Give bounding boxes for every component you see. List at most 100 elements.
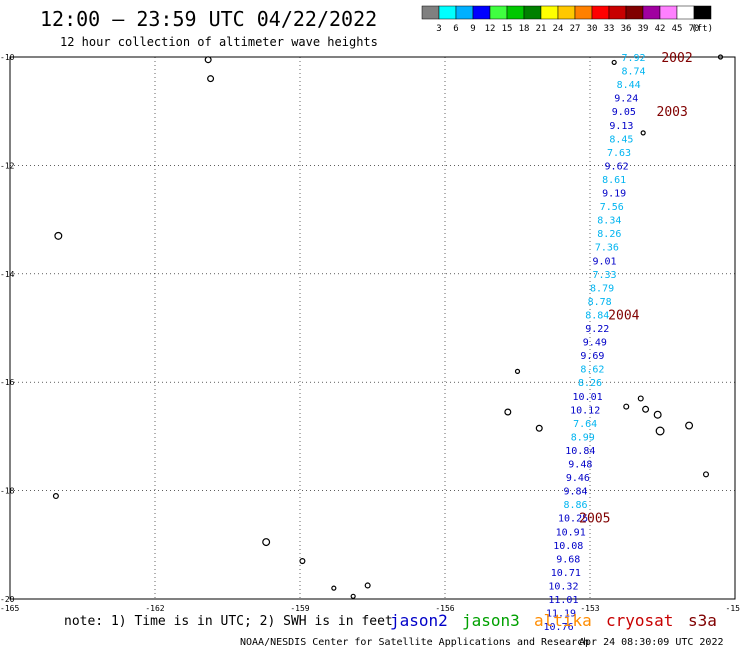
wave-height-label: 10.01: [573, 392, 603, 403]
wave-height-label: 10.71: [551, 568, 581, 579]
island-outline: [535, 424, 543, 432]
wave-height-label: 9.05: [612, 107, 636, 118]
mission-label-jason2: jason2: [390, 611, 448, 630]
color-scale-labels: 3 6 9 12 15 18 21 24 27 30 33 36 39 42 45 70(ft): [436, 24, 713, 34]
wave-height-label: 8.34: [597, 216, 621, 227]
x-tick-label: -159: [290, 604, 309, 613]
island-outline: [640, 130, 646, 136]
color-scale-swatch: [642, 5, 661, 20]
island-outline: [702, 471, 710, 478]
y-tick-label: -14: [0, 270, 15, 279]
wave-height-label: 8.45: [609, 134, 633, 145]
wave-height-label: 7.33: [592, 270, 616, 281]
color-scale-label: 3: [436, 24, 441, 34]
wave-height-label: 9.48: [568, 460, 592, 471]
color-scale-swatch: [693, 5, 712, 20]
x-tick-labels: -165 -162 -159 -156 -153 -15: [0, 604, 740, 613]
x-tick-label: -165: [0, 604, 19, 613]
wave-height-label: 9.69: [580, 351, 604, 362]
wave-height-label: 7.92: [621, 53, 645, 64]
color-scale-bar: [421, 5, 712, 20]
island-outline: [611, 59, 617, 66]
wave-height-label: 10.84: [565, 446, 595, 457]
color-scale-unit: (ft): [691, 24, 713, 34]
time-labels: 2002 2003 2004 2005: [579, 51, 692, 527]
island-outline: [514, 368, 521, 374]
wave-height-label: 8.61: [602, 175, 626, 186]
wave-height-label: 8.86: [563, 500, 587, 511]
color-scale-label: 30: [587, 24, 598, 34]
wave-height-label: 8.99: [571, 432, 595, 443]
island-outline: [299, 558, 306, 565]
color-scale-label: 6: [453, 24, 458, 34]
island-outline: [350, 593, 356, 599]
island-outline: [204, 56, 212, 64]
wave-height-label: 10.32: [548, 581, 578, 592]
y-tick-labels: -10 -12 -14 -16 -18 -20: [0, 53, 15, 604]
footer-timestamp: Apr 24 08:30:09 UTC 2022: [579, 637, 724, 648]
color-scale-swatch: [523, 5, 542, 20]
mission-label-s3a: s3a: [688, 611, 717, 630]
color-scale-label: 33: [604, 24, 615, 34]
color-scale-label: 15: [502, 24, 513, 34]
color-scale-swatch: [506, 5, 525, 20]
island-outline: [717, 54, 724, 60]
color-scale-swatch: [574, 5, 593, 20]
wave-height-label: 7.64: [573, 419, 597, 430]
x-tick-label: -153: [580, 604, 599, 613]
wave-height-label: 9.62: [605, 161, 629, 172]
grid-lines: [10, 57, 735, 599]
wave-height-label: 10.25: [558, 514, 588, 525]
island-outline: [504, 408, 512, 416]
color-scale-swatch: [659, 5, 678, 20]
color-scale-swatch: [489, 5, 508, 20]
x-tick-label: -15: [726, 604, 740, 613]
island-outline: [685, 421, 694, 430]
color-scale-swatch: [557, 5, 576, 20]
wave-height-labels: 7.92 8.74 8.44 9.24 9.05 9.13 8.45 7.63 9.62 8.61…: [544, 53, 646, 633]
color-scale-label: 9: [470, 24, 475, 34]
wave-height-label: 10.12: [570, 405, 600, 416]
color-scale-label: 70: [689, 24, 700, 34]
color-scale-swatch: [591, 5, 610, 20]
wave-height-label: 8.44: [617, 80, 641, 91]
color-scale-swatch: [472, 5, 491, 20]
island-outline: [52, 493, 59, 500]
color-scale-label: 18: [519, 24, 530, 34]
time-label: 2004: [608, 308, 639, 323]
island-outline: [54, 231, 63, 240]
color-scale-swatch: [625, 5, 644, 20]
island-outline: [364, 582, 371, 589]
color-scale-label: 42: [655, 24, 666, 34]
island-outline: [655, 426, 665, 436]
wave-height-label: 10.91: [556, 527, 586, 538]
wave-height-label: 8.84: [585, 310, 609, 321]
wave-height-label: 8.74: [621, 67, 645, 78]
color-scale-swatch: [455, 5, 474, 20]
wave-height-label: 8.62: [580, 365, 604, 376]
island-outline: [262, 538, 271, 547]
color-scale-swatch: [540, 5, 559, 20]
color-scale-label: 45: [672, 24, 683, 34]
island-outline: [653, 410, 662, 419]
mission-label-cryosat: cryosat: [606, 611, 673, 630]
island-outline: [623, 403, 630, 410]
color-scale-label: 24: [553, 24, 564, 34]
y-tick-label: -20: [0, 595, 15, 604]
time-label: 2005: [579, 512, 610, 527]
footer-credit: NOAA/NESDIS Center for Satellite Applica…: [240, 637, 589, 648]
wave-height-label: 10.76: [544, 622, 574, 633]
color-scale-swatch: [676, 5, 695, 20]
wave-height-label: 9.68: [556, 554, 580, 565]
wave-height-label: 8.78: [588, 297, 612, 308]
wave-height-label: 11.01: [548, 595, 578, 606]
y-tick-label: -18: [0, 487, 15, 496]
island-outline: [637, 395, 644, 402]
mission-label-jason3: jason3: [462, 611, 520, 630]
wave-height-label: 9.19: [602, 189, 626, 200]
mission-legend: jason2 jason3 altika cryosat s3a: [390, 611, 717, 630]
plot-frame: [9, 56, 736, 600]
color-scale-label: 36: [621, 24, 632, 34]
color-scale-label: 12: [485, 24, 496, 34]
